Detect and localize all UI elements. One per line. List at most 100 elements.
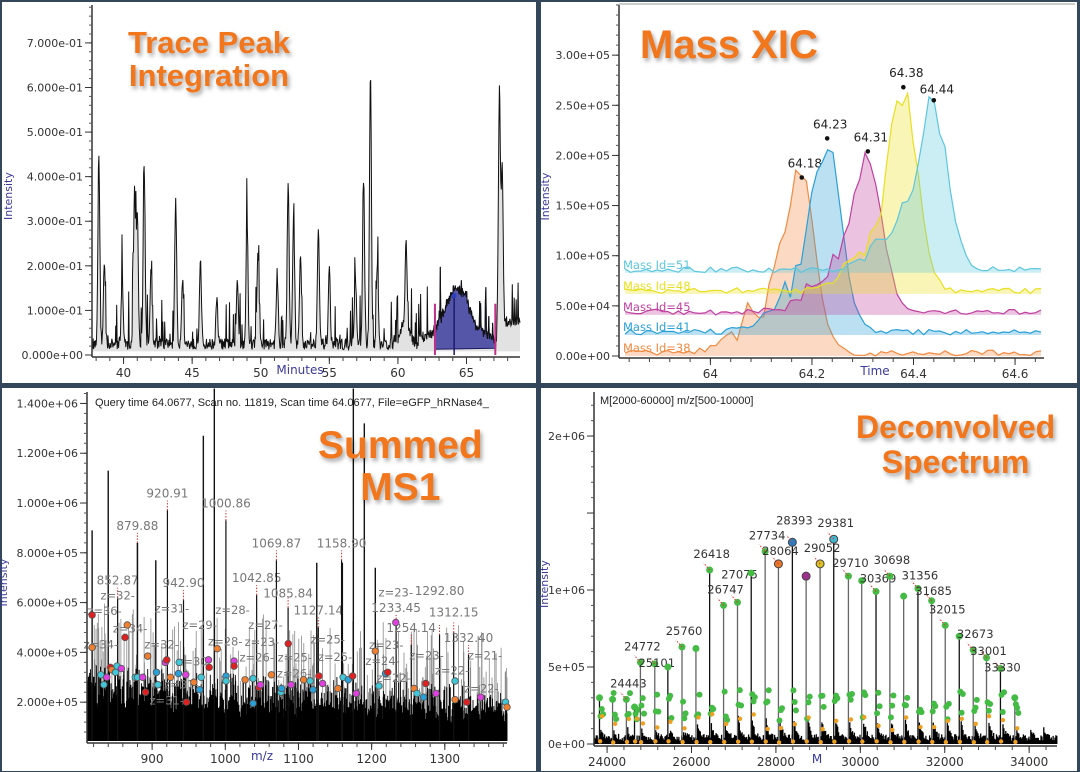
ion-marker: [463, 698, 471, 706]
satellite-marker: [724, 716, 731, 723]
baseline-marker: [832, 739, 837, 744]
y-tick-label: 4.000e-01: [27, 171, 83, 184]
ion-marker: [256, 681, 265, 689]
satellite-marker: [959, 690, 966, 697]
mass-marker: [1011, 694, 1019, 702]
apex-marker-dot: [451, 293, 457, 299]
satellite-marker: [999, 709, 1006, 716]
apex-dot: [799, 175, 805, 180]
ion-marker: [309, 686, 317, 694]
satellite-marker: [626, 690, 633, 697]
charge-label: z=36-: [87, 604, 121, 618]
ion-marker: [451, 677, 459, 685]
charge-label: z=28-: [215, 603, 249, 617]
series-legend-label: Mass Id=38: [623, 341, 691, 355]
charge-label: z=27-: [248, 618, 282, 632]
ion-marker: [88, 643, 96, 652]
satellite-marker: [655, 708, 662, 715]
satellite-marker: [875, 689, 882, 696]
x-axis-label: Time: [859, 364, 889, 378]
satellite-marker: [598, 706, 605, 713]
mass-label: 31685: [915, 584, 952, 598]
ion-marker: [117, 664, 126, 673]
satellite-marker: [682, 710, 689, 717]
mass-label: 26418: [693, 547, 730, 561]
satellite-marker: [972, 704, 979, 711]
baseline-marker: [723, 721, 729, 727]
ion-marker: [190, 678, 198, 686]
charge-label: z=22-: [376, 671, 410, 685]
ion-marker: [100, 681, 108, 689]
satellite-marker: [819, 692, 826, 699]
baseline-marker: [820, 726, 825, 732]
mz-label: 1312.15: [429, 605, 479, 619]
baseline-marker: [862, 714, 867, 720]
baseline-marker: [945, 718, 950, 724]
satellite-marker: [790, 687, 797, 694]
trace-chart: 0.000e+00 1.000e-01 2.000e-01 3.000e-01 4.00…: [2, 5, 521, 380]
mass-label: 32015: [929, 602, 966, 616]
ion-marker: [476, 693, 485, 701]
ion-marker: [182, 671, 190, 679]
ion-marker: [138, 673, 147, 681]
baseline-marker: [680, 739, 685, 745]
baseline-marker: [737, 716, 743, 721]
satellite-marker: [779, 705, 786, 712]
xic-series-line: [624, 151, 1042, 316]
baseline-marker: [918, 724, 923, 730]
y-tick-label: 5.000e-01: [27, 126, 83, 139]
charge-label: z=23-: [379, 585, 413, 599]
satellite-marker: [1015, 710, 1022, 717]
apex-label: 64.44: [920, 82, 954, 96]
satellite-marker: [929, 708, 936, 715]
charge-label: z=34-: [113, 622, 147, 636]
ion-marker: [195, 686, 204, 694]
y-tick-label: 7.000e-01: [27, 37, 83, 50]
charge-label: z=26-: [240, 650, 274, 664]
satellite-marker: [862, 692, 869, 699]
ms1-scan-header: Query time 64.0677, Scan no. 11819, Scan…: [95, 397, 489, 409]
ion-marker: [352, 689, 360, 698]
mass-marker: [955, 632, 963, 640]
mass-label: 30698: [874, 553, 911, 567]
baseline-marker: [682, 726, 687, 731]
baseline-marker: [612, 721, 618, 726]
satellite-marker: [710, 705, 717, 712]
baseline-marker: [971, 739, 977, 745]
ion-marker: [163, 656, 171, 664]
x-tick-label: 64.4: [900, 367, 927, 381]
y-tick-label: 0e+00: [548, 738, 585, 751]
ion-marker: [371, 647, 379, 655]
ion-marker: [123, 621, 131, 629]
y-tick-label: 2.000e-01: [27, 260, 83, 273]
mass-label: 29710: [832, 556, 869, 570]
x-tick-label: 28000: [757, 755, 795, 769]
charge-label: z=32-: [100, 589, 134, 603]
ion-marker: [154, 681, 162, 689]
deconv-range-header: M[2000-60000] m/z[500-10000]: [600, 395, 754, 407]
baseline-marker: [903, 715, 909, 720]
y-tick-label: 0.000e+00: [22, 349, 83, 362]
series-legend-label: Mass Id=41: [623, 320, 691, 334]
x-tick-label: 55: [322, 366, 337, 380]
satellite-marker: [736, 687, 743, 694]
xic-area-fill: [625, 96, 1041, 273]
satellite-marker: [834, 695, 841, 702]
baseline-marker: [763, 739, 768, 744]
baseline-marker: [888, 740, 893, 745]
satellite-marker: [889, 702, 896, 709]
satellite-marker: [890, 692, 897, 699]
ion-marker: [299, 676, 308, 684]
ion-marker: [249, 699, 257, 708]
x-tick-label: 64: [703, 367, 718, 381]
mass-label: 25760: [666, 624, 703, 638]
baseline-marker: [790, 739, 796, 744]
baseline-marker: [973, 721, 978, 726]
charge-label: z=31-: [155, 602, 189, 616]
xic-series-line: [624, 95, 1042, 274]
x-axis-label: m/z: [251, 749, 273, 763]
xic-area-fill: [625, 149, 1041, 335]
apex-label: 64.31: [854, 130, 888, 144]
x-axis-label: M: [812, 752, 822, 766]
mass-label: 24443: [610, 676, 647, 690]
